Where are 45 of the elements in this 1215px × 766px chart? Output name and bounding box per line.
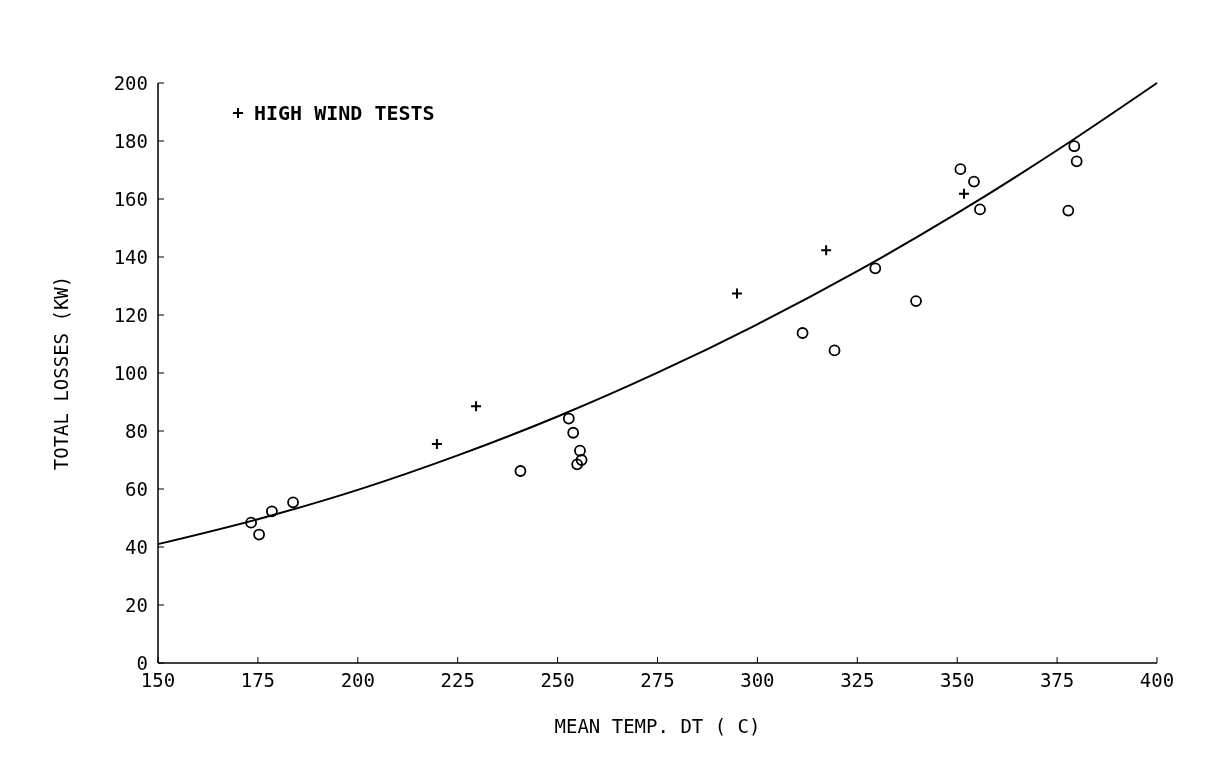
point bbox=[910, 295, 922, 307]
point bbox=[1070, 155, 1083, 168]
x-tick-label: 225 bbox=[440, 669, 475, 691]
point bbox=[575, 454, 588, 466]
legend-label: HIGH WIND TESTS bbox=[254, 101, 435, 125]
x-tick-label: 375 bbox=[1039, 669, 1075, 691]
x-tick-label: 300 bbox=[740, 669, 775, 691]
y-tick-label: 20 bbox=[125, 594, 148, 616]
x-tick-label: 400 bbox=[1139, 669, 1175, 691]
y-tick-label: 120 bbox=[113, 304, 148, 326]
x-tick-label: 350 bbox=[940, 669, 975, 691]
y-axis-title: TOTAL LOSSES (KW) bbox=[50, 275, 72, 471]
point bbox=[796, 327, 809, 339]
point bbox=[287, 496, 299, 509]
y-tick-label: 200 bbox=[113, 72, 148, 94]
y-tick-label: 160 bbox=[113, 188, 148, 210]
x-tick-label: 175 bbox=[240, 669, 276, 691]
point bbox=[1068, 140, 1081, 153]
y-tick-label: 180 bbox=[113, 130, 148, 152]
point bbox=[265, 505, 278, 518]
point bbox=[820, 244, 833, 257]
y-tick-label: 140 bbox=[113, 246, 148, 268]
x-tick-label: 275 bbox=[640, 669, 675, 691]
x-tick-label: 200 bbox=[340, 669, 375, 691]
point bbox=[470, 400, 483, 413]
point bbox=[245, 516, 258, 529]
x-tick-label: 250 bbox=[540, 669, 575, 691]
point bbox=[974, 203, 986, 216]
x-axis-title: MEAN TEMP. DT ( C) bbox=[554, 715, 761, 737]
y-tick-label: 80 bbox=[125, 420, 148, 442]
point bbox=[828, 344, 841, 357]
point bbox=[514, 465, 527, 477]
point bbox=[567, 426, 580, 439]
point bbox=[869, 262, 882, 275]
point bbox=[562, 412, 575, 425]
y-tick-label: 40 bbox=[125, 536, 148, 558]
point bbox=[574, 444, 586, 457]
y-tick-label: 100 bbox=[113, 362, 148, 384]
x-tick-label: 325 bbox=[840, 669, 875, 691]
point bbox=[571, 458, 584, 471]
point bbox=[253, 528, 265, 541]
point bbox=[968, 175, 980, 188]
point bbox=[954, 163, 967, 176]
point bbox=[1062, 204, 1075, 217]
y-tick-label: 60 bbox=[125, 478, 148, 500]
